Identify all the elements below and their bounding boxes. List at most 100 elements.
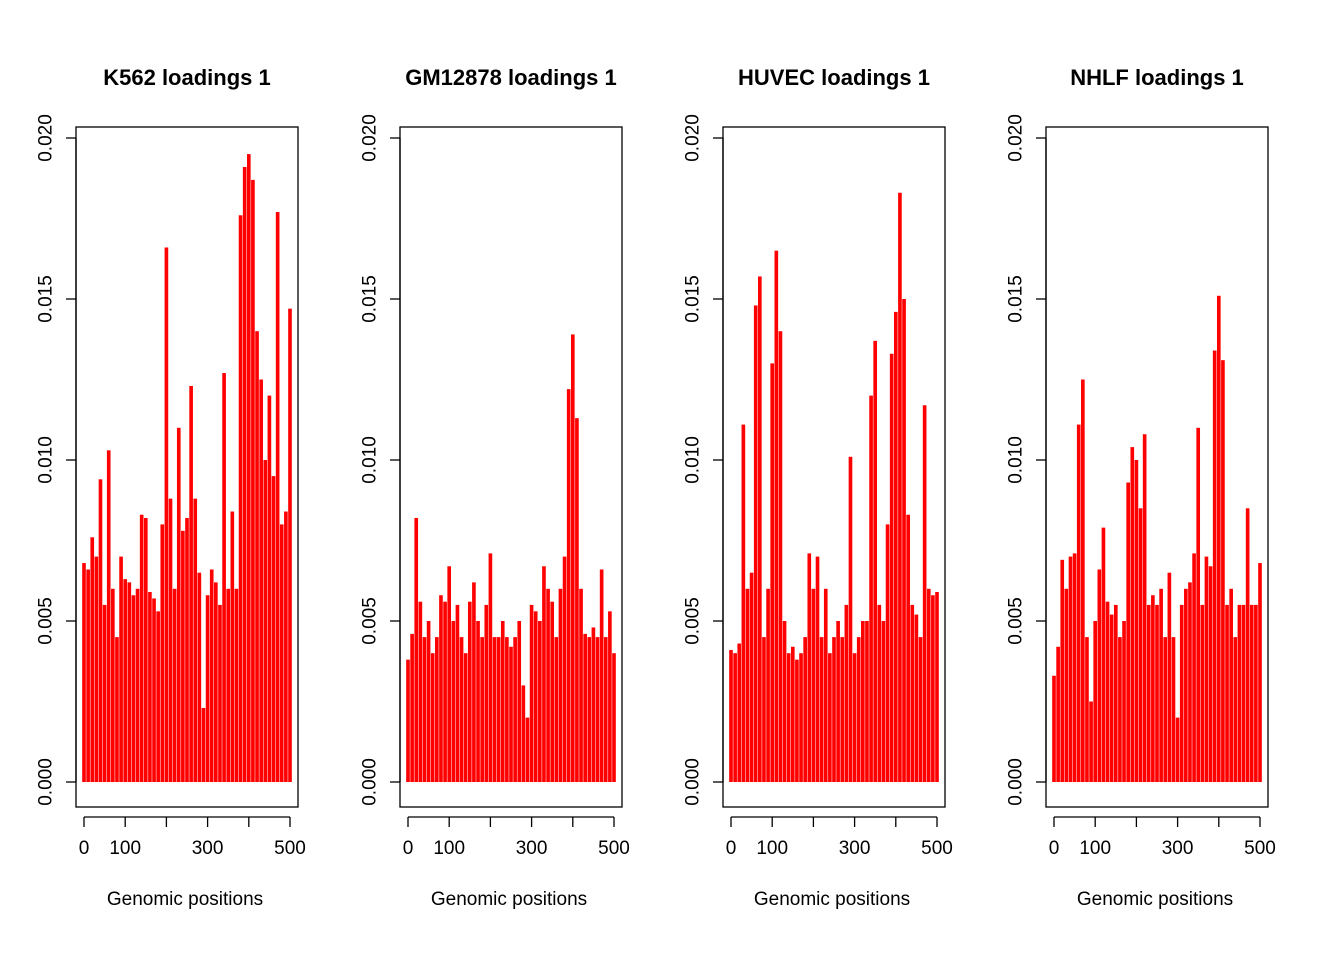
bar [861,621,865,782]
bar [418,601,423,782]
bar [209,569,214,782]
bar [778,331,783,782]
y-tick-label: 0.005 [36,597,57,645]
bar [1105,601,1110,782]
bar [197,572,202,782]
bar [583,633,587,782]
bar [1212,350,1217,782]
bar [467,601,472,782]
bar [931,595,935,782]
bar [143,517,148,782]
bar [1237,604,1242,782]
bar [1052,675,1056,782]
bar [430,653,435,782]
bar [595,637,600,782]
bar [160,524,165,782]
x-tick-label: 100 [433,838,465,859]
bar [1241,604,1246,782]
bar [1175,717,1180,782]
bar [251,179,255,783]
bar [1076,424,1081,782]
bar [222,373,226,782]
panel-3: HUVEC loadings 1 0 100 300 500 Genomic positi… [683,65,953,910]
x-tick-label: 0 [403,838,414,859]
y-tick-label: 0.020 [36,114,57,162]
bar [889,353,894,782]
bar [500,621,505,782]
bar [749,572,754,782]
bar [823,588,828,782]
panel-1: K562 loadings 1 0 100 300 500 Genomic positio… [36,65,306,910]
bar [869,395,873,782]
bar [459,637,464,782]
bar [226,588,231,782]
bar [799,653,803,782]
bar [1188,582,1192,782]
bar [205,595,210,782]
bar [1060,559,1065,782]
x-axis-label: Genomic positions [107,889,263,910]
bar [1155,604,1159,782]
x-tick-label: 100 [1079,838,1111,859]
y-tick-label: 0.010 [36,436,57,484]
bar [914,614,919,782]
bar [168,498,173,782]
bar [127,582,132,782]
bar [279,524,284,782]
bar [488,553,493,782]
bar [259,379,263,782]
bar [422,637,427,782]
bar [1118,637,1122,782]
bar [1146,604,1151,782]
bar [1130,447,1135,782]
bar [139,514,144,782]
bar [123,579,128,782]
y-tick-label: 0.000 [1006,758,1027,806]
x-tick-label: 500 [921,838,953,859]
bar [1204,556,1209,782]
bar [189,385,193,782]
bar [115,637,119,782]
bar [1233,637,1238,782]
bar [550,601,555,782]
bar [591,627,596,782]
bar-series [82,154,292,783]
bar [94,556,99,782]
chart-title: HUVEC loadings 1 [738,65,930,90]
bar [1229,588,1233,782]
bar [612,653,616,782]
x-tick-label: 300 [839,838,871,859]
y-tick-label: 0.020 [360,114,381,162]
bar [476,621,480,782]
bar [856,637,861,782]
bar [790,646,795,782]
bar [1072,553,1077,782]
bar [745,588,750,782]
bar [164,247,169,783]
bar [148,592,152,782]
bar [782,621,787,782]
bar [753,305,758,782]
bar [848,456,853,782]
bar [762,637,766,782]
y-tick-label: 0.000 [683,758,704,806]
x-tick-label: 500 [1244,838,1276,859]
bar [218,604,222,782]
bar [1192,553,1196,782]
bar [86,569,90,782]
bar [554,637,559,782]
panel-2: GM12878 loadings 1 0 100 300 500 Genomic posi… [360,65,630,910]
bar [836,621,840,782]
y-tick-label: 0.015 [683,275,704,323]
bar [758,276,762,782]
x-tick-label: 100 [756,838,788,859]
bar [1254,604,1258,782]
bar [1056,646,1060,782]
bar [844,604,849,782]
bar [1142,434,1147,782]
bar [1097,569,1102,782]
bar [865,621,869,782]
bar [832,637,836,782]
bar [902,299,906,782]
